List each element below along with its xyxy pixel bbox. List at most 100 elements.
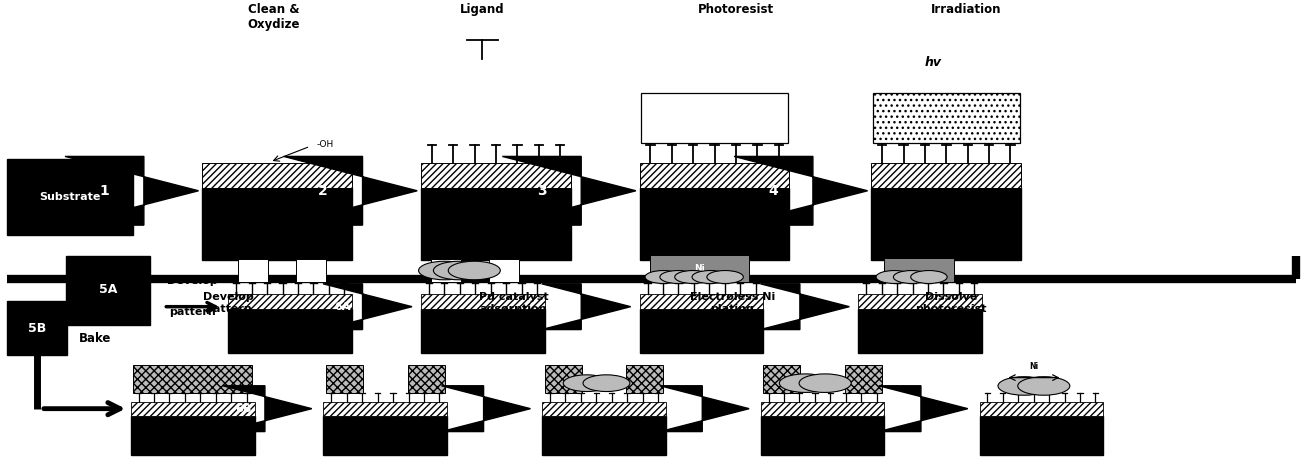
Bar (872, 188, 1022, 260)
Bar (859, 309, 982, 353)
Circle shape (675, 271, 711, 284)
Bar (545, 365, 581, 393)
Bar (650, 255, 749, 282)
Bar (202, 188, 352, 260)
Text: Irradiation: Irradiation (932, 3, 1002, 16)
Bar (238, 259, 268, 282)
Circle shape (998, 377, 1050, 395)
Bar (640, 309, 764, 353)
Bar (761, 402, 885, 416)
Polygon shape (878, 386, 968, 432)
Bar (640, 294, 764, 309)
Text: Develop: Develop (167, 276, 218, 286)
Bar (489, 259, 519, 282)
Text: 2: 2 (318, 184, 328, 198)
Text: -OH: -OH (317, 140, 334, 149)
Text: Photoresist: Photoresist (698, 3, 774, 16)
Circle shape (1018, 377, 1070, 395)
Text: 7A: 7A (554, 302, 569, 312)
Bar (421, 188, 571, 260)
Bar (764, 365, 800, 393)
Circle shape (876, 271, 912, 284)
Bar (885, 258, 954, 282)
Bar (859, 294, 982, 309)
Bar (980, 402, 1104, 416)
Text: Ni: Ni (693, 264, 705, 272)
Text: 6B: 6B (236, 404, 251, 414)
Polygon shape (323, 284, 412, 330)
Text: Electroless Ni
plating: Electroless Ni plating (689, 292, 775, 314)
Text: Dissolve
photoresist: Dissolve photoresist (915, 292, 986, 314)
Bar (133, 365, 251, 393)
Bar (421, 309, 545, 353)
Bar (640, 163, 790, 188)
Polygon shape (661, 386, 749, 432)
Circle shape (799, 374, 851, 392)
Circle shape (779, 374, 831, 392)
Bar (323, 416, 447, 455)
Bar (627, 365, 663, 393)
Bar (228, 294, 352, 309)
Circle shape (448, 261, 500, 280)
Bar (980, 416, 1104, 455)
Bar (431, 259, 461, 282)
Polygon shape (503, 156, 636, 225)
Text: pattern: pattern (169, 307, 216, 317)
Circle shape (418, 261, 470, 280)
Bar (8, 159, 133, 235)
Text: 8A: 8A (771, 302, 788, 312)
Bar (323, 402, 447, 416)
Bar (326, 365, 364, 393)
Text: 5A: 5A (99, 284, 117, 297)
Bar (408, 365, 444, 393)
Text: 8B: 8B (674, 404, 689, 414)
Text: 6A: 6A (335, 302, 351, 312)
Text: 9B: 9B (891, 404, 908, 414)
Circle shape (894, 271, 930, 284)
Text: 3: 3 (537, 184, 546, 198)
Polygon shape (442, 386, 530, 432)
Circle shape (659, 271, 696, 284)
Text: hv: hv (924, 56, 941, 69)
Circle shape (692, 271, 728, 284)
Text: Pd catalyst
adsorption: Pd catalyst adsorption (478, 292, 549, 314)
Text: 1: 1 (99, 184, 109, 198)
Circle shape (911, 271, 947, 284)
Bar (640, 188, 790, 260)
Bar (202, 163, 352, 188)
Polygon shape (734, 156, 868, 225)
Polygon shape (223, 386, 311, 432)
Circle shape (645, 271, 681, 284)
Circle shape (708, 271, 743, 284)
Text: Ligand: Ligand (460, 3, 504, 16)
Polygon shape (65, 156, 198, 225)
Bar (761, 416, 885, 455)
Bar (297, 259, 326, 282)
Polygon shape (284, 156, 417, 225)
Text: Clean &
Oxydize: Clean & Oxydize (248, 3, 300, 31)
Bar (872, 163, 1022, 188)
Text: 4: 4 (769, 184, 778, 198)
Bar (65, 256, 150, 325)
Text: Bake: Bake (78, 332, 111, 345)
Text: Develop
pattern: Develop pattern (203, 292, 254, 314)
Circle shape (563, 375, 610, 392)
Bar (542, 416, 666, 455)
Polygon shape (761, 284, 850, 330)
Bar (641, 93, 788, 144)
Bar (844, 365, 882, 393)
Circle shape (582, 375, 629, 392)
Bar (8, 301, 66, 355)
Text: 5B: 5B (29, 321, 47, 334)
Polygon shape (542, 284, 631, 330)
Bar (873, 93, 1020, 144)
Bar (542, 402, 666, 416)
Text: Substrate: Substrate (39, 192, 100, 202)
Text: Ni: Ni (1029, 362, 1038, 371)
Bar (130, 402, 254, 416)
Bar (228, 309, 352, 353)
Bar (130, 416, 254, 455)
Text: 7B: 7B (455, 404, 470, 414)
Circle shape (434, 261, 486, 280)
Bar (421, 294, 545, 309)
